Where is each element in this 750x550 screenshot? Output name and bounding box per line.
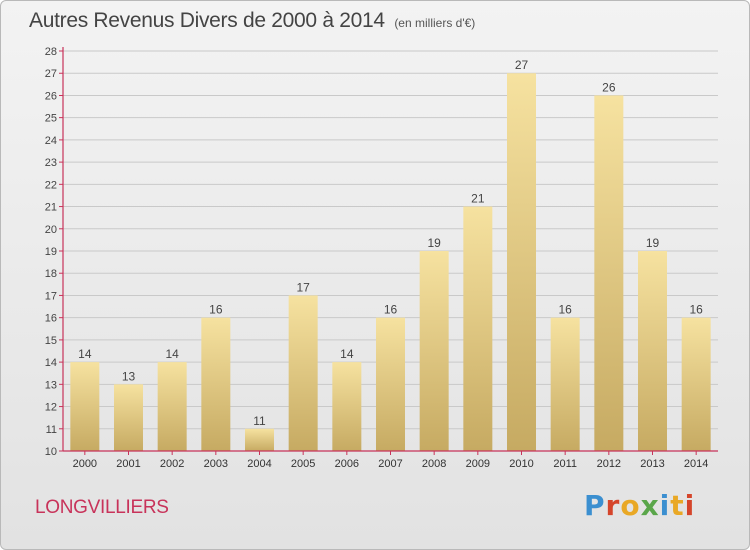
bar-value-label: 16 [689, 303, 703, 317]
bar-value-label: 13 [122, 369, 136, 383]
x-tick-label: 2011 [553, 458, 577, 470]
logo-letter: P [584, 489, 606, 522]
y-tick-label: 25 [45, 113, 57, 125]
bar [332, 362, 362, 451]
x-tick-label: 2002 [160, 458, 184, 470]
bar-value-label: 27 [515, 58, 529, 72]
bar-value-label: 16 [558, 303, 572, 317]
y-tick-label: 24 [45, 135, 57, 147]
bar-value-label: 11 [253, 414, 266, 428]
y-tick-label: 15 [45, 335, 57, 347]
y-tick-label: 10 [45, 446, 57, 458]
logo-letter: i [659, 489, 671, 522]
bar-value-label: 14 [78, 347, 92, 361]
proxiti-logo: Proxiti [584, 489, 695, 522]
y-tick-label: 22 [45, 179, 57, 191]
y-tick-label: 28 [45, 46, 57, 58]
y-tick-label: 13 [45, 379, 57, 391]
x-tick-label: 2013 [640, 458, 664, 470]
bar-value-label: 26 [602, 80, 616, 94]
chart-title: Autres Revenus Divers de 2000 à 2014 (en… [29, 9, 475, 33]
logo-letter: r [605, 489, 621, 522]
y-tick-label: 16 [45, 313, 57, 325]
bar [419, 251, 449, 451]
x-tick-label: 2009 [466, 458, 490, 470]
bar-value-label: 16 [209, 303, 223, 317]
bar [550, 317, 580, 451]
y-tick-label: 23 [45, 157, 57, 169]
bar [201, 317, 231, 451]
x-tick-label: 2010 [509, 458, 533, 470]
x-tick-label: 2001 [116, 458, 140, 470]
x-tick-label: 2008 [422, 458, 446, 470]
x-tick-label: 2000 [73, 458, 97, 470]
bar-value-label: 19 [646, 236, 660, 250]
bar [638, 251, 667, 451]
x-tick-label: 2003 [204, 458, 228, 470]
axes [59, 47, 718, 455]
y-tick-label: 17 [45, 290, 57, 302]
x-tick-label: 2004 [247, 458, 271, 470]
bar [507, 73, 536, 451]
x-tick-label: 2007 [378, 458, 402, 470]
bar [288, 295, 318, 451]
x-tick-label: 2006 [335, 458, 359, 470]
bar-value-label: 21 [471, 192, 485, 206]
x-tick-label: 2014 [684, 458, 708, 470]
labels: 10 11 12 13 14 15 16 17 18 19 20 21 22 23 24 25 26 27 28 14… [45, 46, 709, 470]
logo-letter: o [620, 489, 641, 522]
x-tick-label: 2005 [291, 458, 315, 470]
y-tick-label: 14 [45, 357, 57, 369]
y-tick-label: 20 [45, 224, 57, 236]
logo-letter: x [640, 489, 660, 522]
bar [114, 384, 143, 451]
bar-value-label: 16 [384, 303, 398, 317]
y-tick-label: 11 [46, 424, 57, 436]
bars [70, 73, 711, 451]
y-tick-label: 26 [45, 90, 57, 102]
chart-title-text: Autres Revenus Divers de 2000 à 2014 [29, 9, 385, 32]
bar [463, 206, 493, 451]
bar [594, 95, 624, 451]
y-tick-label: 19 [45, 246, 57, 258]
y-tick-label: 18 [45, 268, 57, 280]
bar-value-label: 17 [296, 280, 310, 294]
bar [245, 428, 274, 451]
bar [376, 317, 405, 451]
logo-letter: t [670, 489, 685, 522]
y-tick-label: 12 [45, 402, 57, 414]
logo-letter: i [684, 489, 696, 522]
bar-value-label: 19 [427, 236, 441, 250]
y-tick-label: 27 [45, 68, 57, 80]
bar-value-label: 14 [340, 347, 354, 361]
bar-value-label: 14 [165, 347, 179, 361]
chart-subtitle: (en milliers d'€) [394, 16, 476, 30]
y-tick-label: 21 [45, 202, 57, 214]
bar [70, 362, 100, 451]
bar [157, 362, 187, 451]
x-tick-label: 2012 [597, 458, 621, 470]
commune-name: LONGVILLIERS [35, 497, 169, 518]
bar [681, 317, 711, 451]
